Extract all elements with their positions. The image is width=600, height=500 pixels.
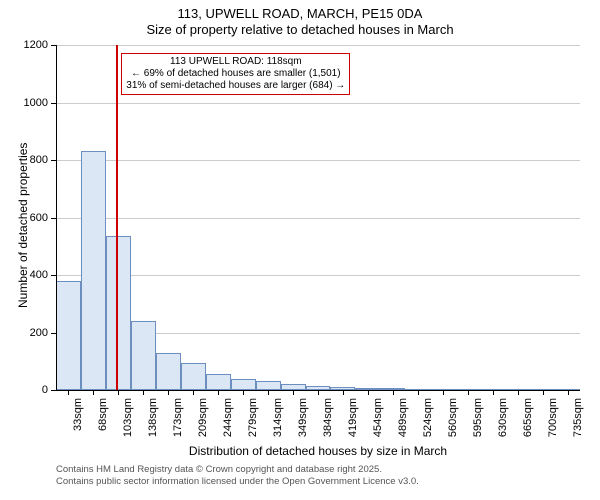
- title-line2: Size of property relative to detached ho…: [146, 22, 453, 37]
- y-tick-label: 800: [8, 154, 48, 166]
- histogram-bar: [206, 374, 231, 390]
- annotation-line2: ← 69% of detached houses are smaller (1,…: [126, 68, 345, 80]
- x-tick-label: 419sqm: [347, 398, 359, 438]
- grid-line: [56, 160, 580, 161]
- y-tick-label: 1000: [8, 97, 48, 109]
- histogram-bar: [56, 281, 81, 390]
- property-marker-line: [116, 45, 118, 390]
- histogram-bar: [181, 363, 206, 390]
- x-axis-label: Distribution of detached houses by size …: [56, 444, 580, 458]
- x-tick-label: 454sqm: [372, 398, 384, 438]
- x-tick-label: 244sqm: [222, 398, 234, 438]
- x-tick-label: 595sqm: [472, 398, 484, 438]
- grid-line: [56, 275, 580, 276]
- x-tick-label: 735sqm: [572, 398, 584, 438]
- y-tick-label: 1200: [8, 39, 48, 51]
- attribution-text: Contains HM Land Registry data © Crown c…: [56, 464, 419, 488]
- x-tick-label: 279sqm: [247, 398, 259, 438]
- y-tick-label: 200: [8, 327, 48, 339]
- x-tick-label: 630sqm: [497, 398, 509, 438]
- x-tick-label: 173sqm: [172, 398, 184, 438]
- histogram-bar: [106, 236, 131, 390]
- x-tick-label: 33sqm: [72, 398, 84, 438]
- grid-line: [56, 103, 580, 104]
- histogram-bar: [81, 151, 106, 390]
- chart-title: 113, UPWELL ROAD, MARCH, PE15 0DA Size o…: [0, 6, 600, 39]
- y-tick-label: 400: [8, 269, 48, 281]
- y-tick-label: 0: [8, 384, 48, 396]
- x-tick-label: 489sqm: [397, 398, 409, 438]
- x-tick-label: 560sqm: [447, 398, 459, 438]
- x-tick-label: 384sqm: [322, 398, 334, 438]
- attribution-line2: Contains public sector information licen…: [56, 476, 419, 487]
- grid-line: [56, 45, 580, 46]
- histogram-bar: [131, 321, 156, 390]
- histogram-bar: [156, 353, 181, 390]
- x-tick-label: 524sqm: [422, 398, 434, 438]
- x-axis-line: [56, 390, 580, 391]
- histogram-bar: [256, 381, 281, 390]
- annotation-line3: 31% of semi-detached houses are larger (…: [126, 80, 345, 92]
- annotation-box: 113 UPWELL ROAD: 118sqm← 69% of detached…: [121, 53, 350, 95]
- y-axis-line: [56, 45, 57, 390]
- x-tick-label: 700sqm: [547, 398, 559, 438]
- grid-line: [56, 218, 580, 219]
- x-tick-label: 665sqm: [522, 398, 534, 438]
- title-line1: 113, UPWELL ROAD, MARCH, PE15 0DA: [178, 6, 423, 21]
- chart-container: 113, UPWELL ROAD, MARCH, PE15 0DA Size o…: [0, 0, 600, 500]
- x-tick-label: 349sqm: [297, 398, 309, 438]
- histogram-bar: [231, 379, 256, 391]
- x-tick-label: 138sqm: [147, 398, 159, 438]
- x-tick-label: 314sqm: [272, 398, 284, 438]
- x-tick-label: 209sqm: [197, 398, 209, 438]
- annotation-line1: 113 UPWELL ROAD: 118sqm: [126, 56, 345, 68]
- x-tick-label: 68sqm: [97, 398, 109, 438]
- y-axis-label: Number of detached properties: [16, 142, 30, 307]
- x-tick-label: 103sqm: [122, 398, 134, 438]
- attribution-line1: Contains HM Land Registry data © Crown c…: [56, 464, 382, 475]
- y-tick-label: 600: [8, 212, 48, 224]
